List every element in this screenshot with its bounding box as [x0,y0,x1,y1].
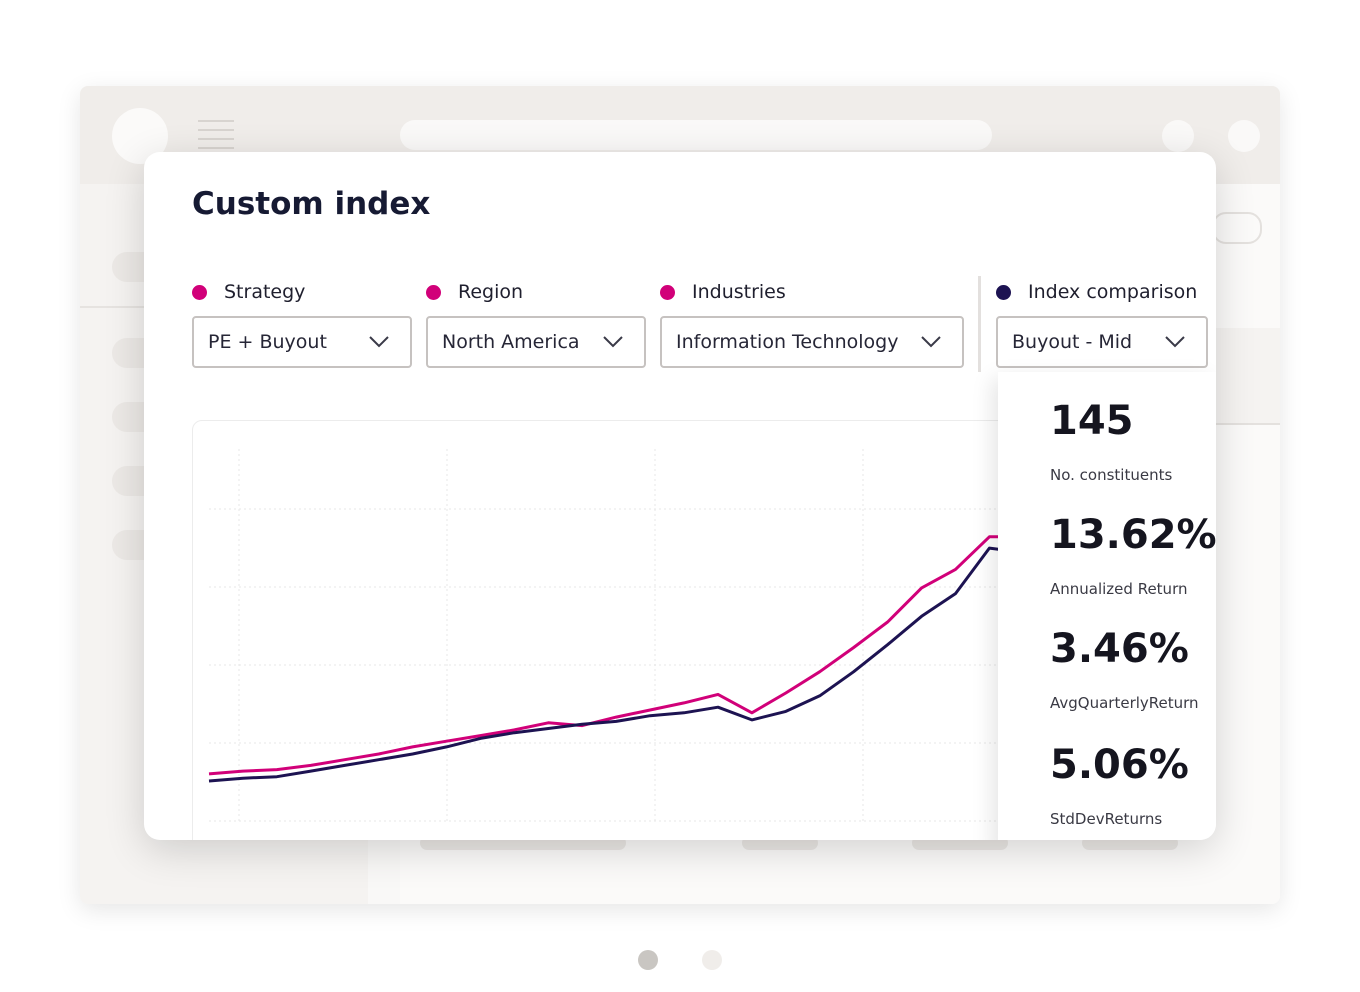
avg-quarterly-return-value: 3.46% [1050,626,1189,672]
industries-select[interactable]: Information Technology [660,316,964,368]
notification-icon [1162,120,1194,152]
carousel-dot-1[interactable] [638,950,658,970]
menu-icon [198,120,234,154]
annualized-return-value: 13.62% [1050,512,1216,558]
chevron-down-icon [369,336,389,348]
index-comparison-select-value: Buyout - Mid [1012,331,1133,353]
industries-dot-icon [660,284,675,300]
std-dev-returns-value: 5.06% [1050,742,1189,788]
index-comparison-dot-icon [996,284,1011,300]
strategy-label-text: Strategy [224,281,306,303]
background-panel [1210,328,1280,424]
stats-panel: 145 No. constituents 13.62% Annualized R… [998,372,1216,840]
filter-divider [978,276,981,372]
chevron-down-icon [1165,336,1185,348]
carousel-dot-2[interactable] [702,950,722,970]
index-comparison-label-text: Index comparison [1028,281,1198,303]
chevron-down-icon [921,336,941,348]
constituents-value: 145 [1050,398,1134,444]
card-title: Custom index [192,186,431,222]
custom-index-card: Custom index Strategy Region Industries … [144,152,1216,840]
annualized-return-label: Annualized Return [1050,580,1188,598]
industries-label-text: Industries [692,281,786,303]
chevron-down-icon [603,336,623,348]
constituents-label: No. constituents [1050,466,1173,484]
search-bar-placeholder [400,120,992,150]
region-dot-icon [426,284,441,300]
strategy-select[interactable]: PE + Buyout [192,316,412,368]
background-divider [1210,423,1280,425]
region-select[interactable]: North America [426,316,646,368]
strategy-label: Strategy [192,280,305,304]
avg-quarterly-return-label: AvgQuarterlyReturn [1050,694,1199,712]
profile-icon [1228,120,1260,152]
strategy-dot-icon [192,284,207,300]
background-toggle [1212,212,1262,244]
industries-label: Industries [660,280,786,304]
strategy-select-value: PE + Buyout [208,331,327,353]
std-dev-returns-label: StdDevReturns [1050,810,1163,828]
index-comparison-select[interactable]: Buyout - Mid [996,316,1208,368]
index-comparison-label: Index comparison [996,280,1197,304]
region-select-value: North America [442,331,580,353]
region-label-text: Region [458,281,524,303]
region-label: Region [426,280,523,304]
industries-select-value: Information Technology [676,331,899,353]
